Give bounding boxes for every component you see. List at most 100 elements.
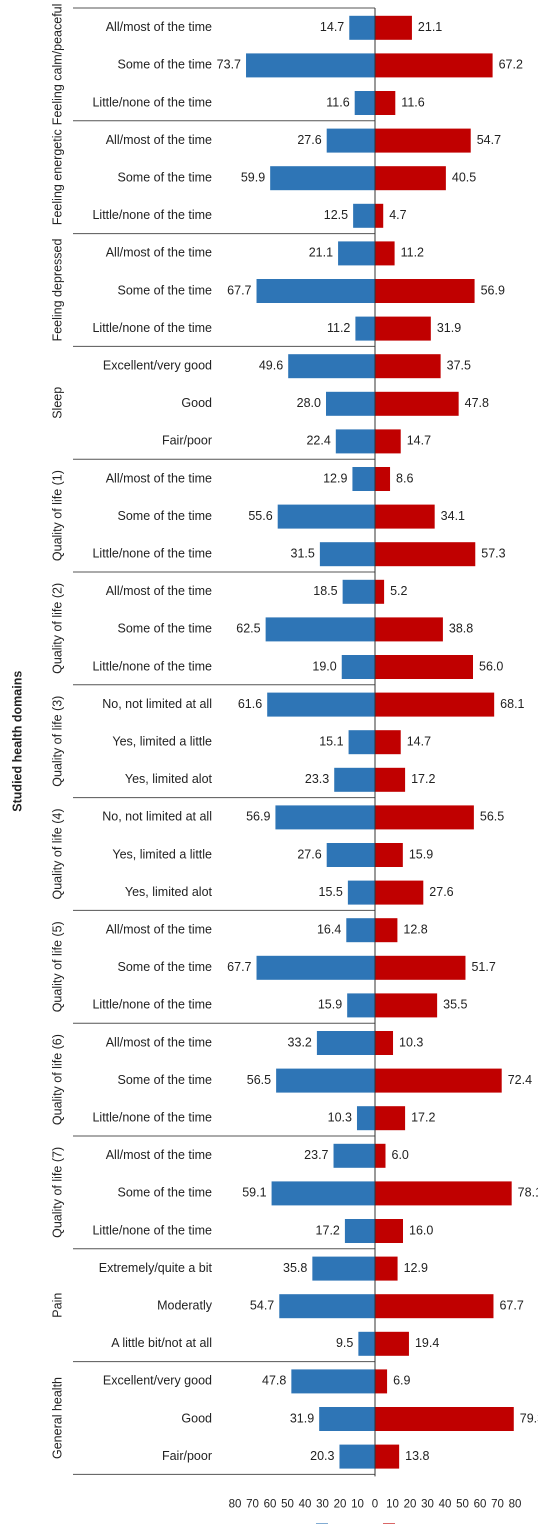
bar-12-months [375,542,476,567]
bar-12-months [375,1369,388,1394]
bar-baseline [334,767,375,792]
x-tick-label: 70 [491,1498,504,1510]
x-tick-label: 40 [439,1498,452,1510]
data-label-12-months: 38.8 [449,622,473,636]
data-label-baseline: 11.2 [327,321,350,335]
group-label: Quality of life (7) [50,1147,64,1238]
category-label: All/most of the time [106,20,212,34]
data-label-baseline: 62.5 [236,622,260,636]
x-tick-label: 10 [386,1498,399,1510]
bar-12-months [375,467,391,491]
bar-12-months [375,1219,403,1243]
bar-12-months [375,1106,406,1131]
category-label: All/most of the time [106,471,212,485]
data-label-12-months: 19.4 [415,1336,439,1350]
category-label: Yes, limited a little [112,734,212,748]
group-label: General health [50,1377,64,1459]
group-label: Quality of life (2) [50,583,64,674]
data-label-baseline: 23.7 [304,1148,328,1162]
data-label-baseline: 21.1 [309,246,333,260]
group-label: Feeling energetic [50,129,64,225]
data-label-12-months: 51.7 [471,960,495,974]
category-label: A little bit/not at all [111,1336,212,1350]
data-label-baseline: 16.4 [317,922,341,936]
data-label-baseline: 11.6 [326,95,349,109]
category-label: All/most of the time [106,246,212,260]
x-tick-label: 20 [404,1498,417,1510]
bar-12-months [375,918,398,943]
bar-12-months [375,1068,502,1093]
bar-baseline [344,1219,375,1243]
bar-baseline [316,1031,375,1055]
data-label-12-months: 37.5 [447,358,471,372]
data-label-baseline: 31.5 [291,546,315,560]
bar-12-months [375,1143,386,1168]
bar-baseline [354,91,375,115]
data-label-12-months: 34.1 [441,509,465,523]
bar-12-months [375,692,495,717]
data-label-baseline: 15.5 [319,885,343,899]
data-label-12-months: 13.8 [405,1449,429,1463]
bar-baseline [347,993,375,1018]
x-tick-label: 50 [456,1498,469,1510]
category-label: Little/none of the time [92,1110,212,1124]
bar-12-months [375,1256,398,1281]
data-label-12-months: 67.7 [499,1298,523,1312]
bar-12-months [375,91,396,115]
bar-baseline [271,1181,375,1206]
bar-baseline [342,579,375,604]
data-label-12-months: 54.7 [477,133,501,147]
category-label: Little/none of the time [92,659,212,673]
x-tick-label: 0 [372,1498,378,1510]
bar-baseline [270,166,375,191]
bar-baseline [312,1256,375,1281]
bar-baseline [279,1294,375,1319]
bar-baseline [326,128,375,153]
category-label: Good [181,396,212,410]
bar-baseline [338,241,375,266]
bar-baseline [346,918,375,943]
bar-12-months [375,241,395,266]
data-label-12-months: 31.9 [437,321,461,335]
group-label: Quality of life (1) [50,470,64,561]
category-label: Little/none of the time [92,208,212,222]
data-label-baseline: 15.1 [319,734,343,748]
bar-baseline [348,730,375,755]
data-label-12-months: 35.5 [443,998,467,1012]
data-label-baseline: 10.3 [328,1110,352,1124]
data-label-baseline: 22.4 [306,434,330,448]
data-label-baseline: 23.3 [305,772,329,786]
data-label-12-months: 72.4 [508,1073,532,1087]
data-label-12-months: 67.2 [499,58,523,72]
bar-baseline [347,880,375,905]
bar-12-months [375,203,384,228]
data-label-12-months: 56.5 [480,810,504,824]
bar-12-months [375,805,474,830]
bar-baseline [326,391,375,416]
group-label: Feeling calm/peaceful [50,4,64,126]
x-tick-label: 30 [421,1498,434,1510]
bar-12-months [375,429,401,454]
category-label: No, not limited at all [102,697,212,711]
category-label: All/most of the time [106,584,212,598]
category-label: Some of the time [118,509,213,523]
bar-12-months [375,354,441,379]
data-label-baseline: 12.9 [323,471,347,485]
category-label: Yes, limited alot [125,885,213,899]
data-label-12-months: 6.0 [392,1148,409,1162]
category-label: Some of the time [118,283,213,297]
data-label-12-months: 68.1 [500,697,524,711]
data-label-baseline: 31.9 [290,1411,314,1425]
data-label-baseline: 33.2 [288,1035,312,1049]
bar-12-months [375,767,406,792]
bar-12-months [375,1444,400,1469]
category-label: Little/none of the time [92,95,212,109]
category-label: Yes, limited a little [112,847,212,861]
data-label-12-months: 21.1 [418,20,442,34]
category-label: Moderatly [157,1298,213,1312]
bar-baseline [333,1143,375,1168]
data-label-baseline: 14.7 [320,20,344,34]
data-label-baseline: 59.9 [241,170,265,184]
legend-label-baseline: Baseline [329,1523,377,1524]
group-label: Pain [50,1293,64,1318]
